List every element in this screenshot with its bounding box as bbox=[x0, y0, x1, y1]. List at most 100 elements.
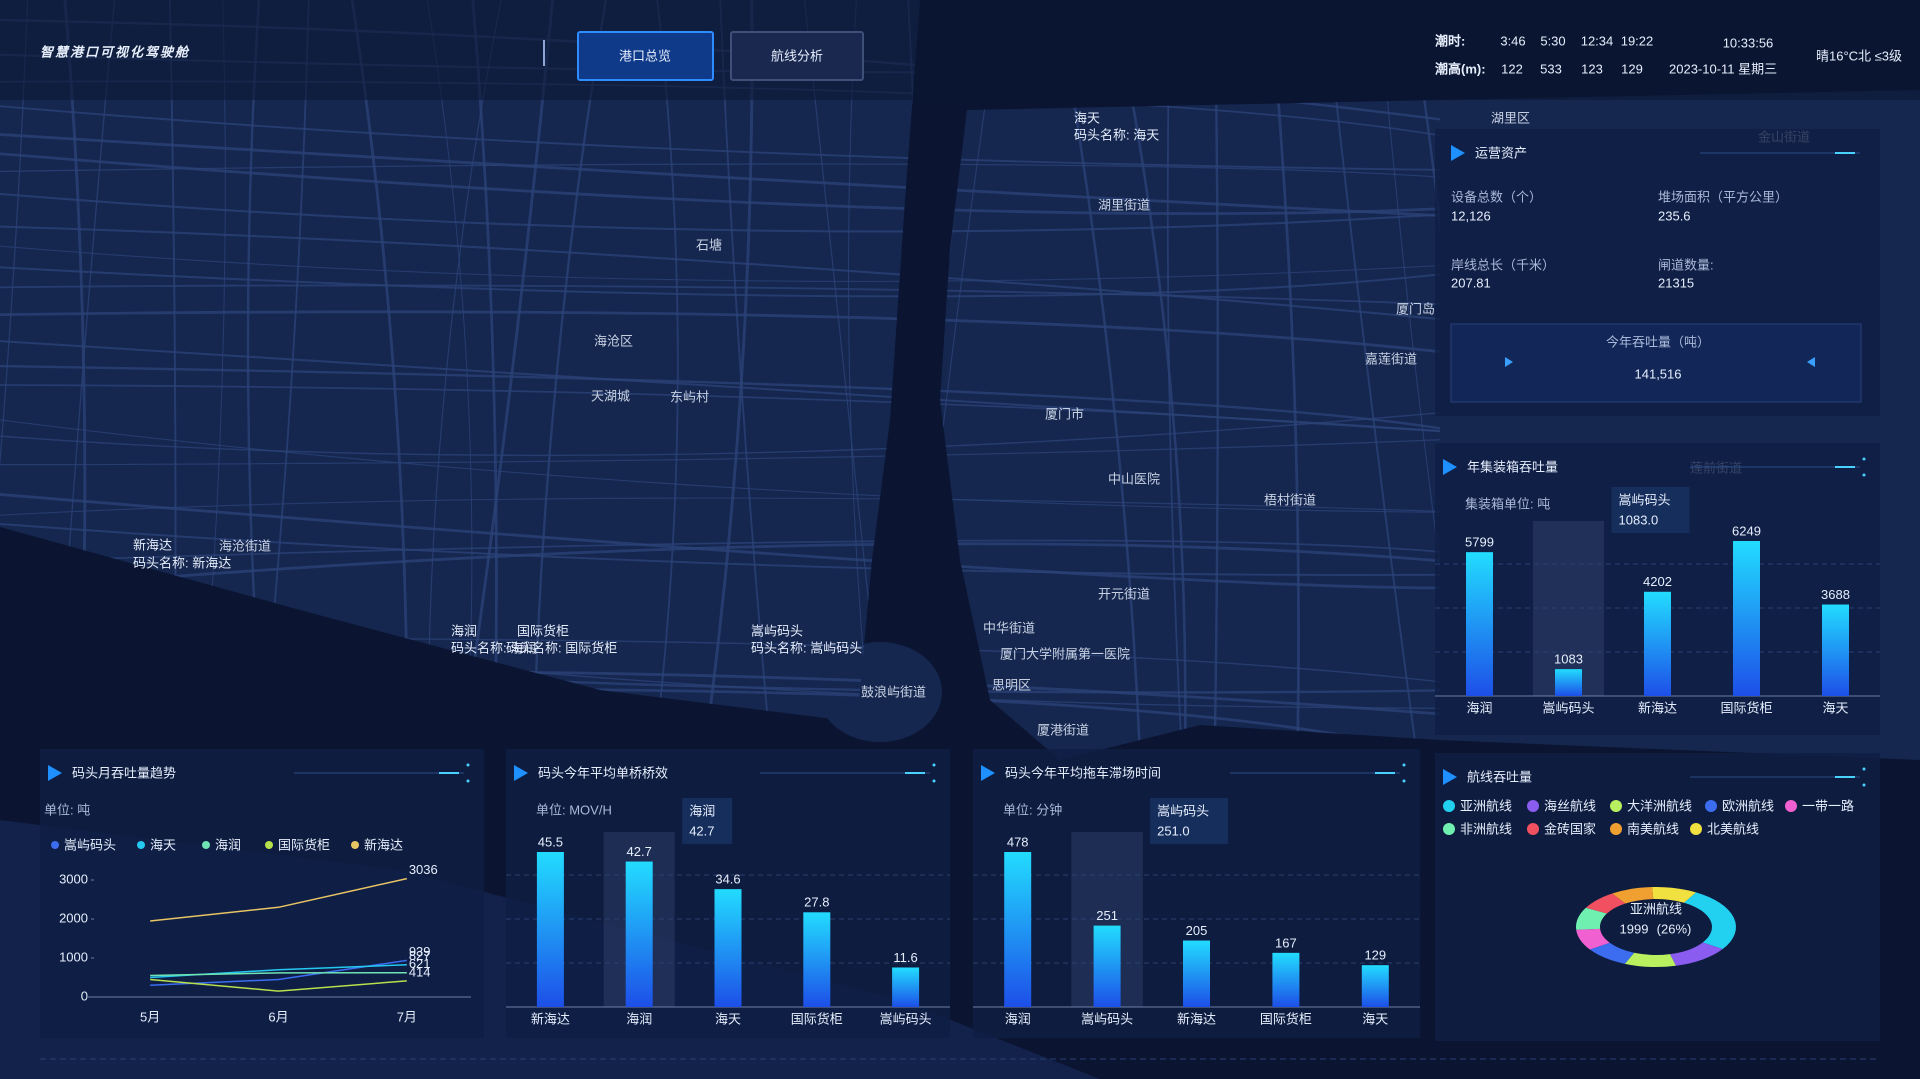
legend-label: 海丝航线 bbox=[1544, 798, 1596, 813]
legend-swatch bbox=[1443, 800, 1455, 812]
port-name: 海天 bbox=[1074, 110, 1100, 125]
line bbox=[150, 972, 407, 977]
tooltip-name: 嵩屿码头 bbox=[1157, 803, 1209, 818]
tooltip-name: 嵩屿码头 bbox=[1619, 492, 1671, 507]
tab[interactable] bbox=[730, 31, 864, 81]
tooltip-bg bbox=[682, 798, 733, 844]
data-label: 167 bbox=[1275, 935, 1297, 950]
y-tick-label: 0 bbox=[81, 988, 88, 1003]
asset-value: 21315 bbox=[1658, 275, 1694, 290]
y-tick-label: 1000 bbox=[59, 949, 88, 964]
panel-title: 航线吞吐量 bbox=[1467, 769, 1532, 784]
legend-label: 海天 bbox=[150, 837, 176, 852]
tide-time: 5:30 bbox=[1540, 33, 1565, 48]
place-name: 厦港街道 bbox=[1037, 722, 1089, 737]
slice bbox=[1624, 952, 1676, 967]
road bbox=[0, 133, 1440, 218]
data-label: 34.6 bbox=[715, 872, 740, 887]
port-name: 国际货柜 bbox=[517, 623, 569, 638]
road bbox=[0, 419, 1440, 513]
tab-label[interactable]: 港口总览 bbox=[619, 48, 671, 63]
legend-swatch bbox=[1690, 823, 1702, 835]
place-name: 石塘 bbox=[696, 237, 722, 252]
legend-swatch bbox=[1785, 800, 1797, 812]
place-name: 厦门大学附属第一医院 bbox=[1000, 646, 1130, 661]
bar bbox=[1183, 940, 1210, 1007]
panel-title: 码头月吞吐量趋势 bbox=[72, 765, 176, 780]
data-label: 27.8 bbox=[804, 895, 829, 910]
legend-label: 国际货柜 bbox=[278, 837, 330, 852]
data-label: 414 bbox=[409, 964, 431, 979]
legend-swatch bbox=[1610, 800, 1622, 812]
data-label: 3036 bbox=[409, 862, 438, 877]
legend-swatch bbox=[137, 841, 145, 849]
data-label: 939 bbox=[409, 944, 431, 959]
legend-label: 金砖国家 bbox=[1544, 821, 1596, 836]
tide-height: 129 bbox=[1621, 61, 1643, 76]
road bbox=[647, 0, 679, 760]
panel-deco bbox=[1402, 763, 1406, 767]
place-name: 中华街道 bbox=[983, 620, 1035, 635]
x-tick-label: 海润 bbox=[1005, 1011, 1031, 1026]
legend-label: 欧洲航线 bbox=[1722, 798, 1774, 813]
road bbox=[0, 542, 1440, 592]
place-name: 天湖城 bbox=[591, 388, 630, 403]
road bbox=[0, 225, 1440, 321]
port-caption: 码头名称: 海润 bbox=[451, 640, 536, 655]
x-tick-label: 海天 bbox=[1822, 700, 1848, 715]
road bbox=[0, 0, 29, 760]
bar bbox=[1004, 852, 1032, 1007]
panel-marker bbox=[1451, 145, 1465, 161]
slice bbox=[1589, 942, 1635, 964]
tooltip-value: 1083.0 bbox=[1619, 512, 1659, 527]
tide-time: 3:46 bbox=[1500, 33, 1525, 48]
road bbox=[1324, 0, 1424, 760]
total-deco bbox=[1505, 357, 1513, 367]
legend-swatch bbox=[1443, 823, 1455, 835]
x-tick-label: 海天 bbox=[715, 1011, 741, 1026]
x-tick-label: 国际货柜 bbox=[1260, 1011, 1312, 1026]
donut-value: 1999 bbox=[1620, 921, 1649, 936]
slice bbox=[1669, 942, 1723, 966]
tide-label: 潮时: bbox=[1435, 33, 1465, 48]
bar bbox=[1466, 552, 1493, 696]
road bbox=[0, 523, 1440, 576]
road bbox=[0, 105, 1440, 171]
panel-marker bbox=[48, 765, 62, 781]
tab-active[interactable] bbox=[577, 31, 714, 81]
panel-marker bbox=[1443, 459, 1457, 475]
x-tick-label: 嵩屿码头 bbox=[1081, 1011, 1133, 1026]
place-name: 海沧街道 bbox=[219, 538, 271, 553]
bar bbox=[1361, 965, 1389, 1007]
bar bbox=[803, 912, 831, 1007]
data-label: 11.6 bbox=[893, 950, 917, 965]
slice bbox=[1684, 892, 1736, 950]
slice bbox=[1652, 887, 1696, 903]
page-title: 智慧港口可视化驾驶舱 bbox=[40, 44, 190, 59]
legend-swatch bbox=[1705, 800, 1717, 812]
road bbox=[1268, 0, 1300, 760]
road bbox=[0, 497, 1440, 516]
port-caption: 码头名称: 国际货柜 bbox=[506, 640, 617, 655]
panel-deco bbox=[1862, 473, 1866, 477]
road bbox=[0, 284, 1440, 306]
bar bbox=[892, 967, 920, 1007]
port-caption: 码头名称: 海天 bbox=[1074, 127, 1159, 142]
place-name: 东屿村 bbox=[670, 389, 709, 404]
legend-label: 亚洲航线 bbox=[1460, 798, 1512, 813]
tooltip-value: 42.7 bbox=[689, 823, 714, 838]
panel-marker bbox=[514, 765, 528, 781]
data-label: 1083 bbox=[1554, 652, 1583, 667]
x-tick-label: 海天 bbox=[1362, 1011, 1388, 1026]
tab-label[interactable]: 航线分析 bbox=[771, 48, 823, 63]
x-tick-label: 嵩屿码头 bbox=[1542, 700, 1594, 715]
road bbox=[1409, 0, 1440, 760]
panel-title: 码头今年平均单桥桥效 bbox=[538, 765, 668, 780]
panel-deco bbox=[1862, 783, 1866, 787]
place-name: 海沧区 bbox=[594, 333, 633, 348]
bar bbox=[1733, 541, 1760, 696]
data-label: 478 bbox=[1007, 834, 1029, 849]
asset-label: 岸线总长（千米） bbox=[1451, 257, 1555, 272]
tooltip-bg bbox=[1611, 487, 1690, 533]
